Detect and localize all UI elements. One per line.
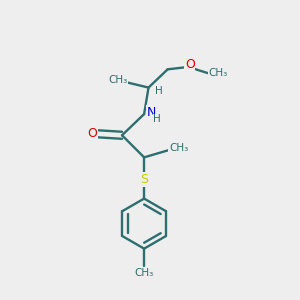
Text: S: S [140, 173, 148, 186]
Text: CH₃: CH₃ [108, 75, 127, 85]
Text: CH₃: CH₃ [134, 268, 154, 278]
Text: O: O [87, 127, 97, 140]
Text: O: O [185, 58, 195, 70]
Text: H: H [154, 114, 161, 124]
Text: CH₃: CH₃ [209, 68, 228, 78]
Text: CH₃: CH₃ [169, 143, 188, 153]
Text: N: N [147, 106, 156, 118]
Text: H: H [155, 85, 163, 95]
